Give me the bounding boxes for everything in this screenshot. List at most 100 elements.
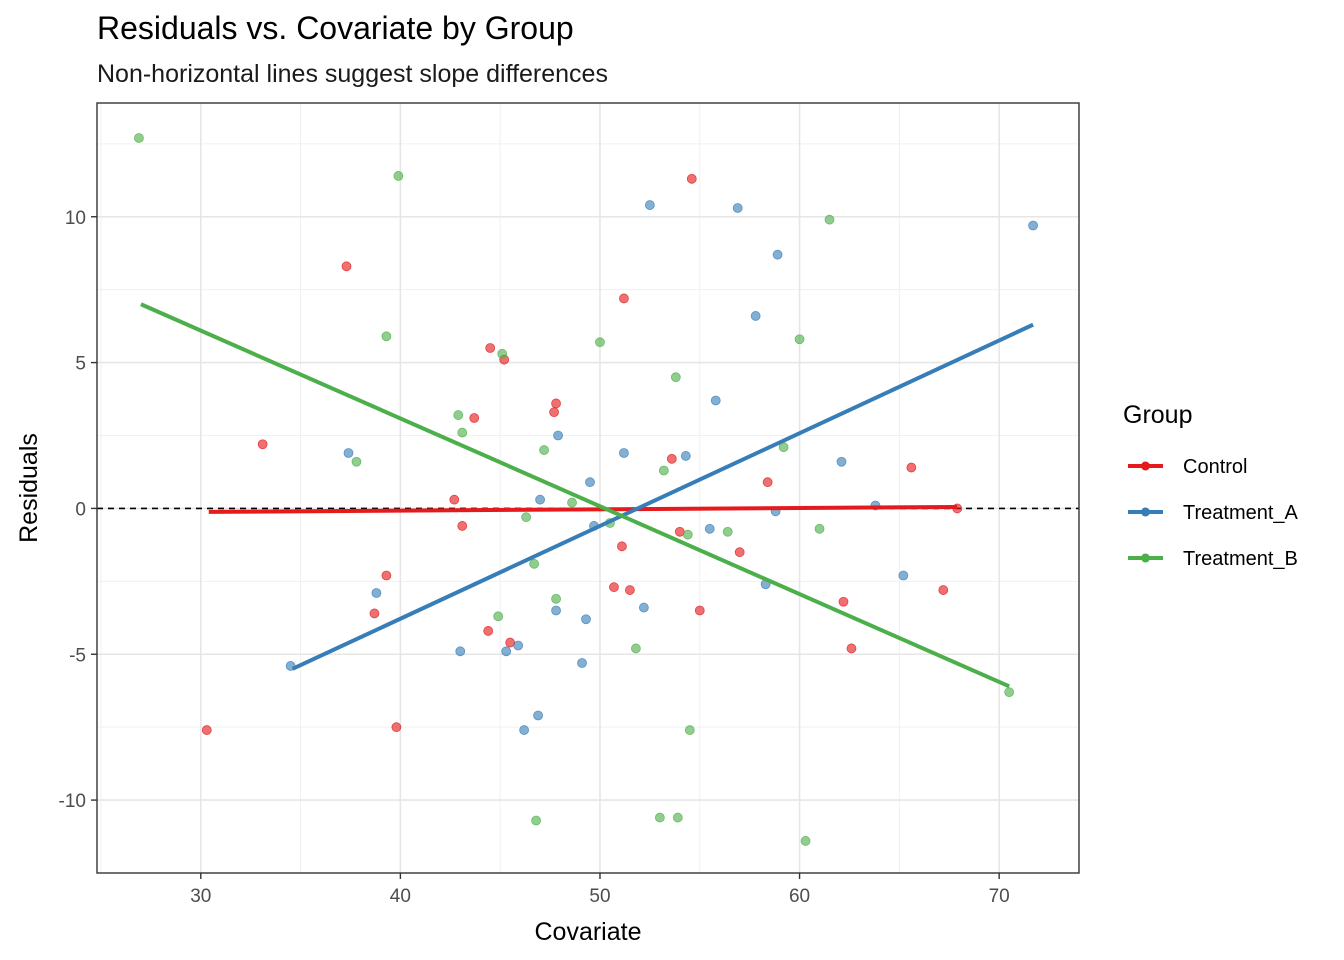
- data-point: [485, 343, 496, 353]
- y-axis-title: Residuals: [15, 433, 43, 543]
- data-point: [535, 494, 545, 505]
- data-point: [531, 815, 542, 826]
- data-point: [381, 570, 392, 581]
- data-point: [581, 614, 591, 625]
- grid-layer: [97, 103, 1079, 873]
- panel-border: [96, 102, 1080, 874]
- data-point: [898, 570, 909, 581]
- data-point: [631, 643, 641, 654]
- data-point: [369, 608, 380, 619]
- series-points-treatment-b: [134, 133, 1015, 846]
- data-point: [539, 445, 549, 455]
- data-point: [501, 646, 512, 657]
- data-point: [453, 410, 464, 420]
- data-point: [551, 398, 561, 409]
- data-point: [455, 646, 466, 657]
- data-point: [772, 249, 783, 260]
- data-point: [449, 494, 460, 505]
- data-point: [638, 602, 649, 613]
- x-tick-label: 70: [989, 886, 1010, 907]
- data-point: [393, 171, 404, 181]
- data-point: [529, 558, 540, 569]
- data-point: [686, 173, 697, 184]
- data-point: [343, 448, 354, 458]
- data-point: [567, 497, 577, 508]
- data-point: [483, 626, 494, 636]
- data-point: [762, 477, 773, 488]
- data-point: [732, 203, 743, 213]
- data-point: [371, 588, 382, 598]
- data-point: [619, 293, 629, 304]
- y-tick-label: 0: [75, 499, 86, 520]
- x-tick-label: 30: [190, 886, 211, 907]
- data-point: [497, 348, 508, 359]
- data-point: [666, 453, 677, 464]
- data-point: [710, 395, 721, 406]
- data-point: [595, 337, 605, 348]
- data-point: [722, 526, 733, 537]
- data-point: [134, 133, 144, 143]
- data-point: [513, 640, 524, 651]
- legend-item-treatment-a: Treatment_A: [1128, 502, 1299, 524]
- data-point: [257, 439, 268, 450]
- data-point: [794, 334, 805, 345]
- legend-label: Treatment_B: [1183, 548, 1298, 570]
- data-point: [644, 200, 655, 210]
- points-layer: [134, 133, 1038, 846]
- data-point: [549, 407, 559, 418]
- data-point: [824, 214, 835, 225]
- legend: Group Control Treatment_A Treatment_B: [1123, 401, 1299, 570]
- data-point: [670, 372, 681, 383]
- data-point: [521, 512, 532, 523]
- data-point: [814, 523, 825, 534]
- data-point: [846, 643, 857, 654]
- data-point: [493, 611, 504, 622]
- data-point: [457, 427, 468, 438]
- x-tick-label: 40: [390, 886, 411, 907]
- legend-item-control: Control: [1128, 456, 1247, 478]
- data-point: [391, 722, 402, 733]
- legend-label: Control: [1183, 456, 1247, 478]
- data-point: [684, 725, 695, 735]
- data-point: [351, 456, 362, 467]
- legend-key-point: [1141, 553, 1150, 563]
- y-tick-label: 10: [65, 208, 86, 229]
- data-point: [734, 547, 745, 558]
- data-point: [381, 331, 392, 342]
- data-point: [1028, 220, 1038, 231]
- data-point: [658, 465, 669, 476]
- data-point: [457, 521, 468, 531]
- legend-item-treatment-b: Treatment_B: [1128, 548, 1298, 570]
- data-point: [836, 456, 847, 467]
- data-point: [551, 593, 561, 604]
- chart-subtitle: Non-horizontal lines suggest slope diffe…: [97, 60, 608, 88]
- data-point: [577, 658, 587, 668]
- data-point: [654, 812, 665, 823]
- fit-line-control: [208, 504, 958, 514]
- data-point: [341, 261, 352, 272]
- data-point: [938, 585, 949, 595]
- y-tick-label: -10: [59, 791, 86, 812]
- x-axis-title: Covariate: [535, 918, 642, 946]
- series-points-treatment-a: [285, 200, 1038, 735]
- fit-lines-layer: [140, 302, 1034, 689]
- data-point: [533, 710, 544, 721]
- fit-line-treatment-b: [140, 302, 1010, 689]
- axis-layer: 30 40 50 60 70 -10 -5 0 5 10: [59, 208, 1010, 907]
- data-point: [672, 812, 683, 823]
- data-point: [704, 523, 715, 534]
- series-points-control: [201, 173, 963, 735]
- data-point: [519, 725, 530, 735]
- data-point: [551, 605, 561, 616]
- data-point: [750, 311, 761, 321]
- data-point: [553, 430, 563, 441]
- y-tick-label: 5: [75, 354, 86, 375]
- data-point: [617, 541, 627, 552]
- chart-title: Residuals vs. Covariate by Group: [97, 10, 574, 46]
- x-tick-label: 50: [589, 886, 610, 907]
- legend-title: Group: [1123, 401, 1192, 429]
- data-point: [838, 596, 849, 607]
- data-point: [1004, 687, 1015, 698]
- data-point: [800, 836, 811, 846]
